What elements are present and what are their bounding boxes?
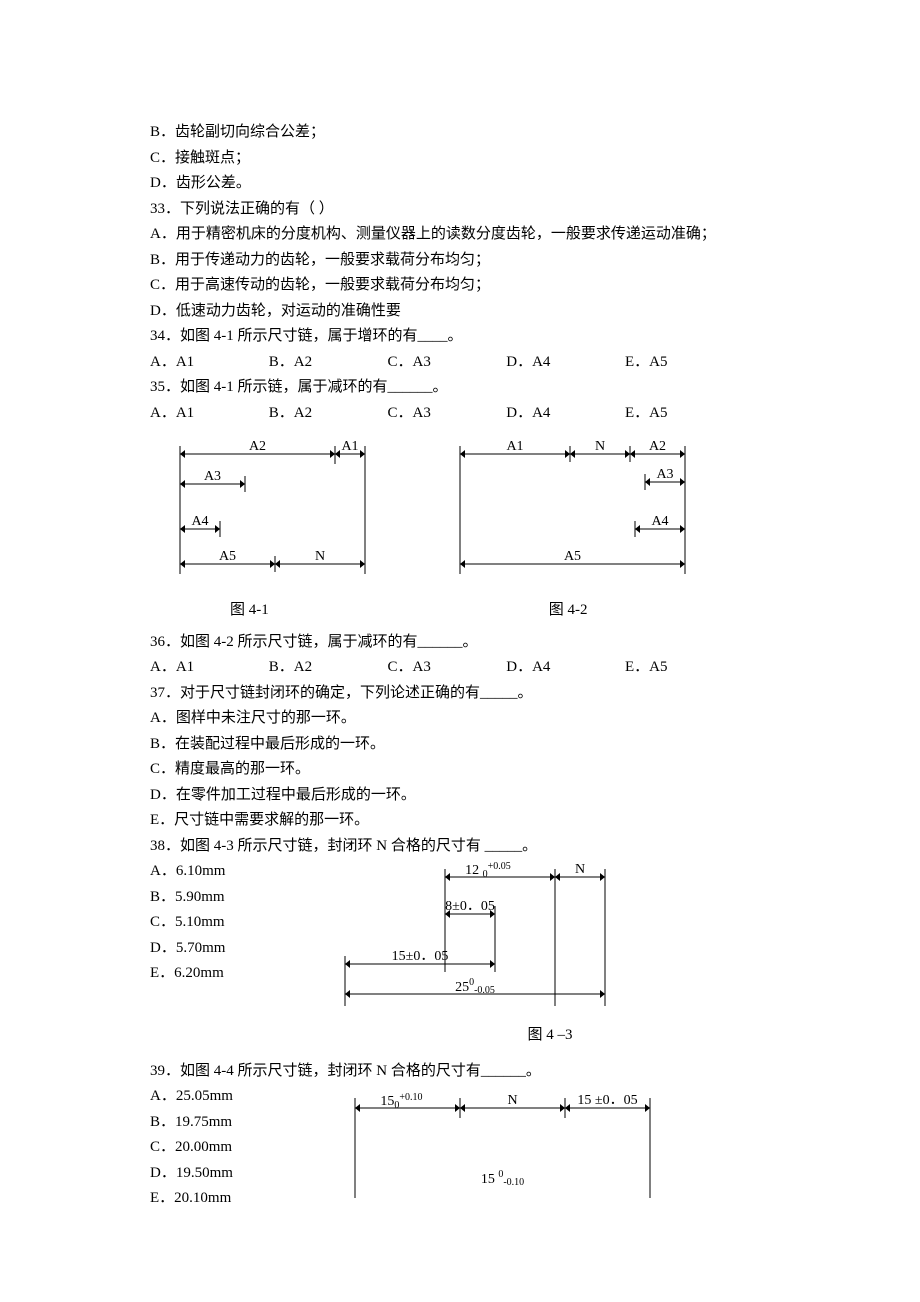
svg-text:N: N	[595, 439, 605, 454]
q34-options: A．A1 B．A2 C．A3 D．A4 E．A5	[150, 350, 770, 376]
svg-text:A1: A1	[341, 439, 358, 454]
svg-text:15 0-0.10: 15 0-0.10	[481, 1169, 524, 1188]
q34-opt-c: C．A3	[388, 350, 503, 376]
svg-text:A3: A3	[656, 467, 673, 482]
q38-opt-e: E．6.20mm	[150, 961, 330, 987]
q36-opt-a: A．A1	[150, 655, 265, 681]
q33-stem: 33．下列说法正确的有（ ）	[150, 197, 770, 223]
q35-opt-b: B．A2	[269, 401, 384, 427]
q37-opt-e: E．尺寸链中需要求解的那一环。	[150, 808, 770, 834]
q39-stem: 39．如图 4-4 所示尺寸链，封闭环 N 合格的尺寸有______。	[150, 1059, 770, 1085]
q39-opt-c: C．20.00mm	[150, 1135, 340, 1161]
fig41-caption: 图 4-1	[230, 598, 269, 624]
q36-opt-e: E．A5	[625, 655, 740, 681]
svg-text:250-0.05: 250-0.05	[455, 977, 495, 996]
q36-opt-b: B．A2	[269, 655, 384, 681]
q37-stem: 37．对于尺寸链封闭环的确定，下列论述正确的有_____。	[150, 681, 770, 707]
q35-stem: 35．如图 4-1 所示链，属于减环的有______。	[150, 375, 770, 401]
fig42-caption: 图 4-2	[549, 598, 588, 624]
q37-opt-c: C．精度最高的那一环。	[150, 757, 770, 783]
q36-stem: 36．如图 4-2 所示尺寸链，属于减环的有______。	[150, 630, 770, 656]
svg-text:A5: A5	[564, 549, 581, 564]
q35-opt-e: E．A5	[625, 401, 740, 427]
svg-text:A2: A2	[649, 439, 666, 454]
q34-opt-a: A．A1	[150, 350, 265, 376]
q35-opt-d: D．A4	[506, 401, 621, 427]
svg-text:N: N	[507, 1093, 517, 1108]
figure-4-2: A1 N A2 A3 A4 A5	[440, 434, 700, 594]
q32-opt-d: D．齿形公差。	[150, 171, 770, 197]
q33-opt-b: B．用于传递动力的齿轮，一般要求载荷分布均匀；	[150, 248, 770, 274]
q37-opt-a: A．图样中未注尺寸的那一环。	[150, 706, 770, 732]
svg-text:A1: A1	[506, 439, 523, 454]
q35-opt-c: C．A3	[388, 401, 503, 427]
figure-4-3: 12 0+0.05N8±0．0515±0．05250-0.05 图 4 –3	[330, 859, 770, 1049]
q33-opt-a: A．用于精密机床的分度机构、测量仪器上的读数分度齿轮，一般要求传递运动准确；	[150, 222, 770, 248]
svg-text:N: N	[575, 862, 585, 877]
q32-opt-c: C．接触斑点；	[150, 146, 770, 172]
q34-opt-d: D．A4	[506, 350, 621, 376]
svg-text:A3: A3	[204, 469, 221, 484]
q39-opt-e: E．20.10mm	[150, 1186, 340, 1212]
q38-stem: 38．如图 4-3 所示尺寸链，封闭环 N 合格的尺寸有 _____。	[150, 834, 770, 860]
q34-stem: 34．如图 4-1 所示尺寸链，属于增环的有____。	[150, 324, 770, 350]
svg-text:15 ±0．05: 15 ±0．05	[577, 1093, 637, 1108]
svg-text:A5: A5	[219, 549, 236, 564]
svg-text:8±0．05: 8±0．05	[445, 899, 495, 914]
q37-opt-b: B．在装配过程中最后形成的一环。	[150, 732, 770, 758]
q38-opt-c: C．5.10mm	[150, 910, 330, 936]
q33-opt-c: C．用于高速传动的齿轮，一般要求载荷分布均匀；	[150, 273, 770, 299]
q33-opt-d: D．低速动力齿轮，对运动的准确性要	[150, 299, 770, 325]
q36-opt-c: C．A3	[388, 655, 503, 681]
q35-opt-a: A．A1	[150, 401, 265, 427]
q32-opt-b: B．齿轮副切向综合公差；	[150, 120, 770, 146]
q38-opt-d: D．5.70mm	[150, 936, 330, 962]
q38-opt-a: A．6.10mm	[150, 859, 330, 885]
q39-opt-d: D．19.50mm	[150, 1161, 340, 1187]
figure-4-1: A2 A1 A3 A4 A5 N	[150, 434, 380, 594]
q36-options: A．A1 B．A2 C．A3 D．A4 E．A5	[150, 655, 770, 681]
q39-opt-a: A．25.05mm	[150, 1084, 340, 1110]
q34-opt-e: E．A5	[625, 350, 740, 376]
svg-text:A2: A2	[249, 439, 266, 454]
q36-opt-d: D．A4	[506, 655, 621, 681]
q35-options: A．A1 B．A2 C．A3 D．A4 E．A5	[150, 401, 770, 427]
svg-text:15±0．05: 15±0．05	[392, 949, 449, 964]
fig43-caption: 图 4 –3	[330, 1023, 770, 1049]
q38-opt-b: B．5.90mm	[150, 885, 330, 911]
svg-text:A4: A4	[651, 514, 668, 529]
q37-opt-d: D．在零件加工过程中最后形成的一环。	[150, 783, 770, 809]
figure-4-4: 150+0.10N15 ±0．0515 0-0.10	[340, 1084, 770, 1212]
svg-text:A4: A4	[191, 514, 208, 529]
svg-text:N: N	[315, 549, 325, 564]
q34-opt-b: B．A2	[269, 350, 384, 376]
q39-opt-b: B．19.75mm	[150, 1110, 340, 1136]
